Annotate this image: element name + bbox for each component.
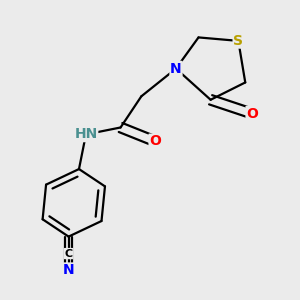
Text: N: N bbox=[63, 263, 74, 277]
Text: C: C bbox=[64, 249, 73, 259]
Text: HN: HN bbox=[74, 128, 98, 141]
Text: S: S bbox=[233, 34, 243, 48]
Text: N: N bbox=[170, 61, 182, 76]
Text: O: O bbox=[246, 106, 258, 121]
Text: O: O bbox=[149, 134, 161, 148]
